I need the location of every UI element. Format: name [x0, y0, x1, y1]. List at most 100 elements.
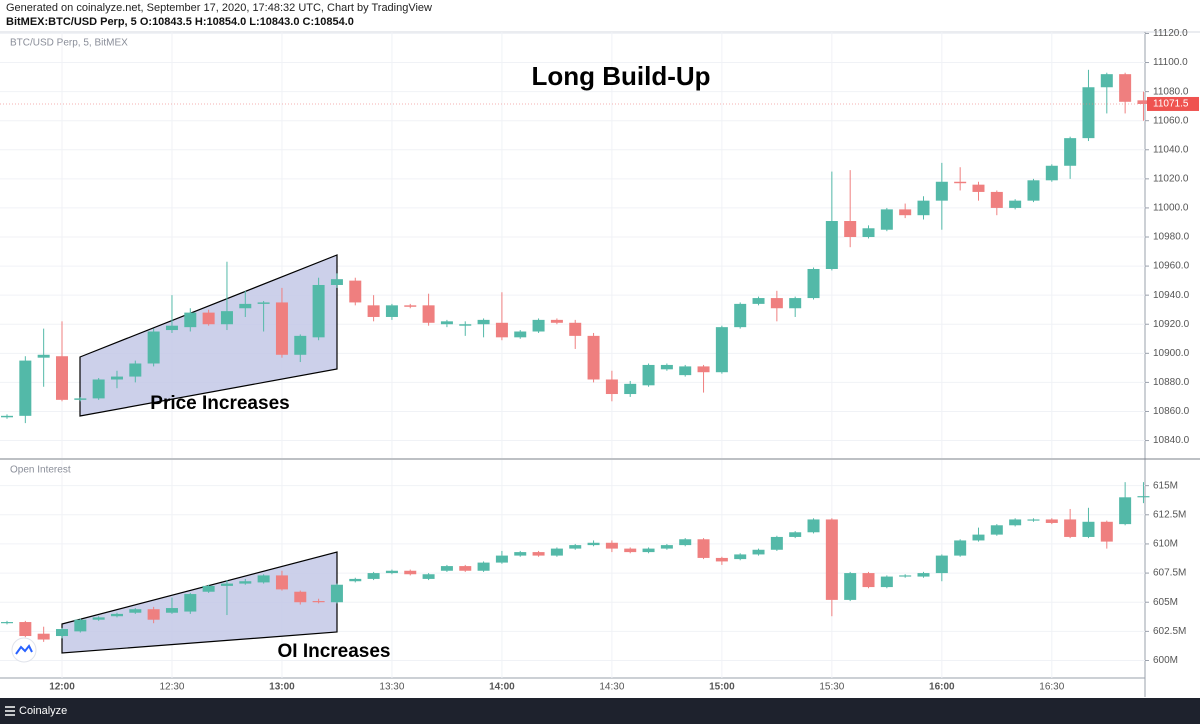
candles	[1, 69, 1150, 642]
y-tick-label: 11080.0	[1153, 86, 1189, 97]
x-tick-label: 16:00	[929, 682, 955, 693]
candle-body	[587, 335, 600, 380]
candle-body	[789, 298, 802, 309]
candle-body	[569, 322, 582, 336]
candle-body	[220, 311, 233, 325]
candle-body	[514, 552, 527, 556]
candle-body	[990, 191, 1003, 208]
annotation: Price Increases	[150, 393, 289, 414]
candle-body	[404, 305, 417, 307]
candle-body	[770, 298, 783, 309]
candle-body	[1064, 138, 1077, 166]
candle-body	[459, 324, 472, 326]
candle-body	[660, 545, 673, 549]
candle-body	[825, 519, 838, 600]
candle-body	[404, 570, 417, 575]
y-tick-label: 10960.0	[1153, 261, 1190, 272]
candle-body	[972, 534, 985, 541]
candle-body	[1082, 87, 1095, 139]
candle-body	[349, 578, 362, 582]
y-tick-label: 10860.0	[1153, 406, 1190, 417]
candle-body	[275, 575, 288, 590]
oi-pane-label: Open Interest	[10, 465, 71, 476]
candle-body	[1137, 496, 1150, 498]
candle-body	[165, 325, 178, 331]
candle-body	[935, 555, 948, 574]
candle-body	[19, 622, 32, 637]
candle-body	[532, 552, 545, 556]
candle-body	[862, 228, 875, 238]
y-tick-label: 607.5M	[1153, 568, 1186, 579]
candle-body	[715, 557, 728, 562]
candle-body	[294, 591, 307, 603]
price-wedge	[79, 254, 338, 417]
candle-body	[697, 366, 710, 373]
candle-body	[1027, 519, 1040, 521]
candle-body	[954, 540, 967, 556]
candle-body	[239, 581, 252, 584]
candle-body	[330, 279, 343, 285]
candle-body	[257, 575, 270, 583]
candle-body	[1045, 519, 1058, 523]
x-tick-label: 13:30	[379, 682, 404, 693]
candle-body	[1119, 74, 1132, 102]
candle-body	[220, 583, 233, 586]
candle-body	[880, 576, 893, 588]
candle-body	[1009, 200, 1022, 208]
candle-body	[37, 354, 50, 358]
candle-body	[312, 601, 325, 603]
annotation: OI Increases	[277, 641, 390, 662]
candle-body	[1, 415, 13, 418]
candle-body	[1045, 165, 1058, 181]
candle-body	[110, 376, 123, 380]
candle-body	[275, 302, 288, 355]
candle-body	[734, 303, 747, 328]
candle-body	[844, 221, 857, 238]
candle-body	[422, 305, 435, 323]
candle-body	[239, 303, 252, 309]
candle-body	[605, 379, 618, 395]
candle-body	[825, 221, 838, 269]
candle-body	[1, 622, 13, 624]
candle-body	[74, 398, 87, 400]
y-tick-label: 610M	[1153, 539, 1178, 550]
candle-body	[459, 566, 472, 571]
candle-body	[605, 542, 618, 549]
y-tick-label: 600M	[1153, 655, 1178, 666]
candle-body	[129, 609, 142, 613]
candle-body	[367, 573, 380, 579]
candle-body	[477, 319, 490, 325]
candle-body	[532, 319, 545, 332]
candle-body	[349, 280, 362, 303]
candle-body	[1064, 519, 1077, 537]
y-tick-label: 10840.0	[1153, 435, 1190, 446]
candle-body	[477, 562, 490, 571]
footer-bar	[0, 698, 1200, 724]
candle-body	[660, 364, 673, 370]
candle-body	[55, 629, 68, 637]
y-tick-label: 11100.0	[1153, 57, 1188, 68]
candle-body	[789, 532, 802, 537]
candle-body	[19, 360, 32, 416]
y-tick-label: 10980.0	[1153, 232, 1190, 243]
candle-body	[550, 319, 563, 323]
candle-body	[752, 298, 765, 304]
candle-body	[1027, 180, 1040, 201]
candle-body	[807, 268, 820, 299]
candle-body	[734, 554, 747, 560]
y-tick-label: 11000.0	[1153, 203, 1189, 214]
candle-body	[899, 575, 912, 577]
candle-body	[37, 633, 50, 640]
candle-body	[1082, 521, 1095, 537]
candle-body	[642, 548, 655, 553]
footer-logo	[5, 706, 15, 716]
candle-body	[917, 573, 930, 577]
candle-body	[880, 209, 893, 230]
y-tick-label: 612.5M	[1153, 509, 1186, 520]
y-tick-label: 615M	[1153, 480, 1178, 491]
candle-body	[202, 585, 215, 592]
candle-body	[1009, 519, 1022, 526]
candle-body	[147, 331, 160, 364]
candle-body	[1119, 497, 1132, 525]
